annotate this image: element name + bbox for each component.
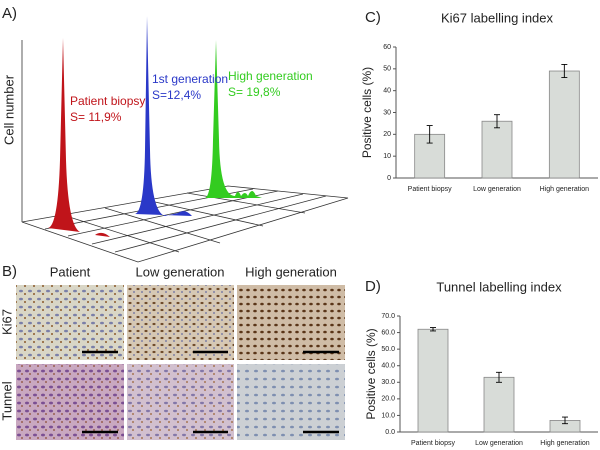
row-header: Ki67 (0, 309, 14, 335)
x-tick-label: Low generation (473, 186, 521, 193)
panel-label: B) (2, 263, 17, 280)
panel-label: A) (2, 5, 17, 22)
x-tick-label: High generation (540, 186, 590, 193)
error-bar (562, 416, 568, 425)
annotation: S=12,4% (152, 88, 201, 102)
micrographs (16, 285, 345, 440)
x-tick-label: Patient biopsy (411, 440, 455, 447)
error-bar (561, 64, 568, 79)
annotation: Patient biopsy (70, 94, 145, 108)
annotation: High generation (228, 69, 313, 83)
y-tick-label: 20 (383, 131, 391, 138)
bar (481, 120, 513, 179)
y-tick-label: 10 (383, 153, 391, 160)
histogram-peak (205, 40, 262, 198)
chart-title: Tunnel labelling index (436, 279, 562, 294)
y-tick-label: 40.0 (381, 363, 395, 370)
error-bar (496, 371, 502, 383)
panel-label: C) (365, 9, 381, 26)
y-tick-label: 50.0 (381, 346, 395, 353)
y-tick-label: 70.0 (381, 313, 395, 320)
panel-label: D) (365, 278, 381, 295)
error-bar (430, 327, 436, 332)
y-tick-label: 0 (387, 175, 391, 182)
y-tick-label: 60 (383, 44, 391, 51)
bar (417, 328, 449, 433)
axis-label: Positive cells (%) (360, 67, 374, 158)
annotation: S= 11,9% (70, 110, 122, 124)
y-tick-label: 50 (383, 66, 391, 73)
error-bar (426, 125, 433, 144)
column-header: Low generation (136, 264, 225, 279)
chart-title: Ki67 labelling index (441, 10, 554, 25)
y-tick-label: 30 (383, 109, 391, 116)
bar (483, 376, 515, 433)
x-tick-label: Low generation (475, 440, 523, 447)
error-bar (494, 114, 500, 129)
annotation: 1st generation (152, 72, 228, 86)
row-header: Tunnel (0, 381, 14, 420)
y-tick-label: 0.0 (385, 429, 395, 436)
x-tick-label: Patient biopsy (408, 186, 452, 193)
axis-label: Cell number (1, 74, 16, 145)
bar (548, 70, 580, 179)
y-tick-label: 10.0 (381, 412, 395, 419)
y-tick-label: 60.0 (381, 329, 395, 336)
y-tick-label: 40 (383, 88, 391, 95)
axis-label: Positive cells (%) (364, 328, 378, 419)
y-tick-label: 20.0 (381, 396, 395, 403)
column-header: High generation (245, 264, 337, 279)
y-tick-label: 30.0 (381, 379, 395, 386)
annotation: S= 19,8% (228, 85, 281, 99)
x-tick-label: High generation (540, 440, 590, 447)
column-header: Patient (50, 264, 91, 279)
histogram-peak (48, 38, 110, 237)
histogram-peak (135, 16, 192, 216)
